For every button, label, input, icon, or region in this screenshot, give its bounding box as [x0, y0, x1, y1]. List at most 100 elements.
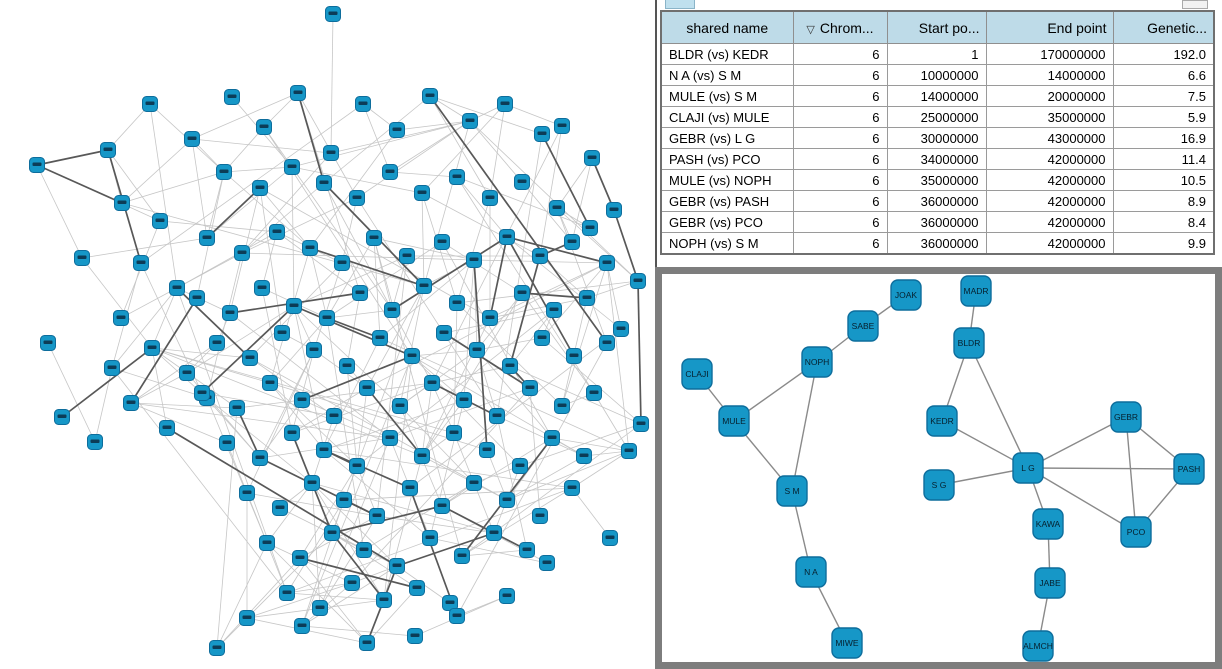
- network-node[interactable]: [262, 375, 278, 391]
- network-node[interactable]: [199, 230, 215, 246]
- network-edge[interactable]: [968, 342, 1029, 469]
- table-cell[interactable]: 6.6: [1112, 64, 1215, 86]
- network-node[interactable]: [224, 89, 240, 105]
- node-shape[interactable]: [1022, 630, 1054, 662]
- network-node[interactable]: [239, 610, 255, 626]
- network-node[interactable]: [324, 525, 340, 541]
- network-node[interactable]: [602, 530, 618, 546]
- network-node[interactable]: [499, 229, 515, 245]
- network-node[interactable]: S M: [776, 475, 808, 507]
- network-node[interactable]: MADR: [960, 275, 992, 307]
- network-node[interactable]: [382, 164, 398, 180]
- table-row[interactable]: CLAJI (vs) MULE 6 25000000 35000000 5.9: [660, 106, 1215, 128]
- network-node[interactable]: [286, 298, 302, 314]
- network-node[interactable]: [349, 458, 365, 474]
- network-node[interactable]: [29, 157, 45, 173]
- network-node[interactable]: [584, 150, 600, 166]
- network-node[interactable]: [414, 185, 430, 201]
- network-node[interactable]: [312, 600, 328, 616]
- network-node[interactable]: KEDR: [926, 405, 958, 437]
- table-cell[interactable]: 6: [792, 43, 888, 65]
- filter-icon[interactable]: ▽: [806, 23, 815, 36]
- network-edge[interactable]: [1027, 467, 1190, 470]
- network-node[interactable]: [576, 448, 592, 464]
- network-node[interactable]: [486, 525, 502, 541]
- table-cell[interactable]: 170000000: [985, 43, 1114, 65]
- network-node[interactable]: [133, 255, 149, 271]
- network-node[interactable]: [532, 248, 548, 264]
- network-node[interactable]: [104, 360, 120, 376]
- network-node[interactable]: N A: [795, 556, 827, 588]
- table-cell[interactable]: 10.5: [1112, 169, 1215, 191]
- table-cell[interactable]: 30000000: [886, 127, 987, 149]
- network-node[interactable]: MIWE: [831, 627, 863, 659]
- network-node[interactable]: [242, 350, 258, 366]
- network-node[interactable]: [539, 555, 555, 571]
- network-node[interactable]: [566, 348, 582, 364]
- network-node[interactable]: [549, 200, 565, 216]
- network-node[interactable]: [599, 335, 615, 351]
- network-node[interactable]: [630, 273, 646, 289]
- network-node[interactable]: [633, 416, 649, 432]
- network-node[interactable]: [279, 585, 295, 601]
- table-cell[interactable]: 16.9: [1112, 127, 1215, 149]
- table-cell[interactable]: 36000000: [886, 211, 987, 233]
- node-shape[interactable]: [831, 627, 863, 659]
- network-node[interactable]: [152, 213, 168, 229]
- network-node[interactable]: [142, 96, 158, 112]
- table-cell[interactable]: 9.9: [1112, 232, 1215, 255]
- network-node[interactable]: [564, 480, 580, 496]
- network-edge[interactable]: [1027, 416, 1127, 469]
- network-node[interactable]: [334, 255, 350, 271]
- network-node[interactable]: [532, 508, 548, 524]
- table-cell[interactable]: 42000000: [985, 211, 1114, 233]
- table-cell[interactable]: 192.0: [1112, 43, 1215, 65]
- network-node[interactable]: [319, 310, 335, 326]
- network-node[interactable]: [339, 358, 355, 374]
- network-node[interactable]: [304, 475, 320, 491]
- table-cell[interactable]: 6: [792, 190, 888, 212]
- network-node[interactable]: [194, 385, 210, 401]
- network-node[interactable]: [366, 230, 382, 246]
- table-row[interactable]: NOPH (vs) S M 6 36000000 42000000 9.9: [660, 232, 1215, 255]
- network-node[interactable]: KAWA: [1032, 508, 1064, 540]
- table-cell[interactable]: 25000000: [886, 106, 987, 128]
- network-node[interactable]: [519, 542, 535, 558]
- scrollbar-fragment[interactable]: [1182, 0, 1208, 9]
- network-node[interactable]: [259, 535, 275, 551]
- node-shape[interactable]: [776, 475, 808, 507]
- network-node[interactable]: [399, 248, 415, 264]
- table-cell[interactable]: 36000000: [886, 190, 987, 212]
- network-node[interactable]: [382, 430, 398, 446]
- network-node[interactable]: [40, 335, 56, 351]
- network-node[interactable]: [316, 442, 332, 458]
- table-cell[interactable]: 6: [792, 148, 888, 170]
- network-node[interactable]: [389, 122, 405, 138]
- network-edge[interactable]: [1125, 416, 1137, 533]
- network-node[interactable]: JOAK: [890, 279, 922, 311]
- network-node[interactable]: [159, 420, 175, 436]
- network-node[interactable]: [306, 342, 322, 358]
- network-node[interactable]: [621, 443, 637, 459]
- network-node[interactable]: [404, 348, 420, 364]
- table-cell[interactable]: BLDR (vs) KEDR: [660, 43, 794, 65]
- network-node[interactable]: [189, 290, 205, 306]
- table-cell[interactable]: PASH (vs) PCO: [660, 148, 794, 170]
- table-row[interactable]: GEBR (vs) PASH 6 36000000 42000000 8.9: [660, 190, 1215, 212]
- network-node[interactable]: [564, 234, 580, 250]
- table-cell[interactable]: 8.4: [1112, 211, 1215, 233]
- network-node[interactable]: [144, 340, 160, 356]
- network-node[interactable]: [352, 285, 368, 301]
- network-node[interactable]: [229, 400, 245, 416]
- network-node[interactable]: [407, 628, 423, 644]
- network-node[interactable]: GEBR: [1110, 401, 1142, 433]
- network-node[interactable]: [284, 159, 300, 175]
- network-node[interactable]: [454, 548, 470, 564]
- network-node[interactable]: [422, 88, 438, 104]
- network-node[interactable]: [449, 169, 465, 185]
- detail-network-canvas[interactable]: JOAK MADR SABE NOPH BLDR CLAJI MULE KEDR GEBR L G…: [655, 267, 1222, 669]
- network-node[interactable]: [606, 202, 622, 218]
- column-header[interactable]: ▽ Chrom...: [792, 10, 888, 44]
- network-node[interactable]: [234, 245, 250, 261]
- network-node[interactable]: [294, 392, 310, 408]
